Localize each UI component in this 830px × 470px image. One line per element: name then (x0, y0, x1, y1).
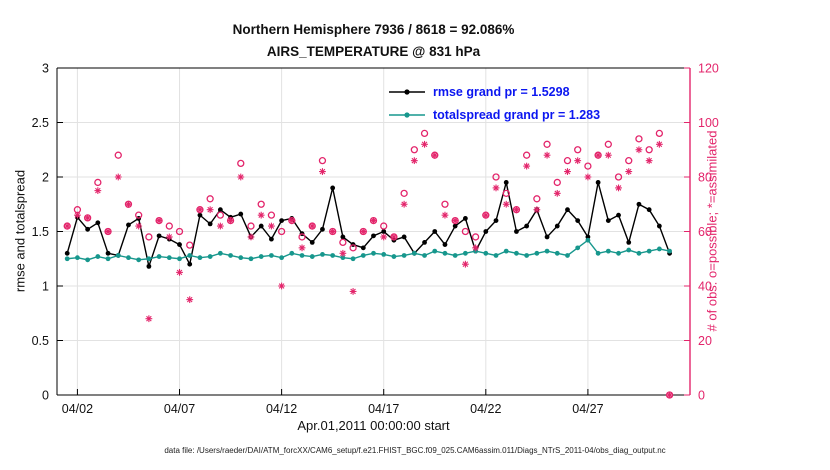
svg-text:120: 120 (698, 62, 719, 76)
svg-text:04/27: 04/27 (572, 402, 603, 416)
svg-text:0: 0 (698, 389, 705, 403)
legend-entry: totalspread grand pr = 1.283 (388, 103, 600, 126)
svg-text:20: 20 (698, 334, 712, 348)
svg-text:2.5: 2.5 (32, 116, 49, 130)
svg-text:2: 2 (42, 171, 49, 185)
svg-text:04/12: 04/12 (266, 402, 297, 416)
svg-text:80: 80 (698, 171, 712, 185)
svg-text:60: 60 (698, 225, 712, 239)
x-axis-label: Apr.01,2011 00:00:00 start (297, 418, 450, 433)
legend: rmse grand pr = 1.5298 totalspread grand … (388, 80, 600, 126)
plot-title-line2: AIRS_TEMPERATURE @ 831 hPa (266, 44, 481, 59)
svg-text:04/22: 04/22 (470, 402, 501, 416)
svg-text:3: 3 (42, 62, 49, 76)
legend-entry-label: rmse grand pr = 1.5298 (433, 84, 570, 99)
svg-text:1.5: 1.5 (32, 225, 49, 239)
svg-text:0: 0 (42, 389, 49, 403)
svg-text:04/07: 04/07 (164, 402, 195, 416)
right-y-axis-label: # of obs: o=possible; *=assimilated (704, 130, 720, 332)
svg-text:100: 100 (698, 116, 719, 130)
legend-line-sample (389, 111, 425, 118)
svg-text:0.5: 0.5 (32, 334, 49, 348)
plot-title-line1: Northern Hemisphere 7936 / 8618 = 92.086… (232, 22, 515, 37)
svg-text:04/17: 04/17 (368, 402, 399, 416)
legend-entry: rmse grand pr = 1.5298 (388, 80, 600, 103)
legend-line-sample (389, 88, 425, 95)
data-file-caption: data file: /Users/raeder/DAI/ATM_forcXX/… (164, 446, 666, 455)
svg-text:04/02: 04/02 (62, 402, 93, 416)
legend-entry-label: totalspread grand pr = 1.283 (433, 107, 601, 122)
left-y-axis-label: rmse and totalspread (12, 169, 28, 293)
svg-text:40: 40 (698, 280, 712, 294)
svg-text:1: 1 (42, 280, 49, 294)
